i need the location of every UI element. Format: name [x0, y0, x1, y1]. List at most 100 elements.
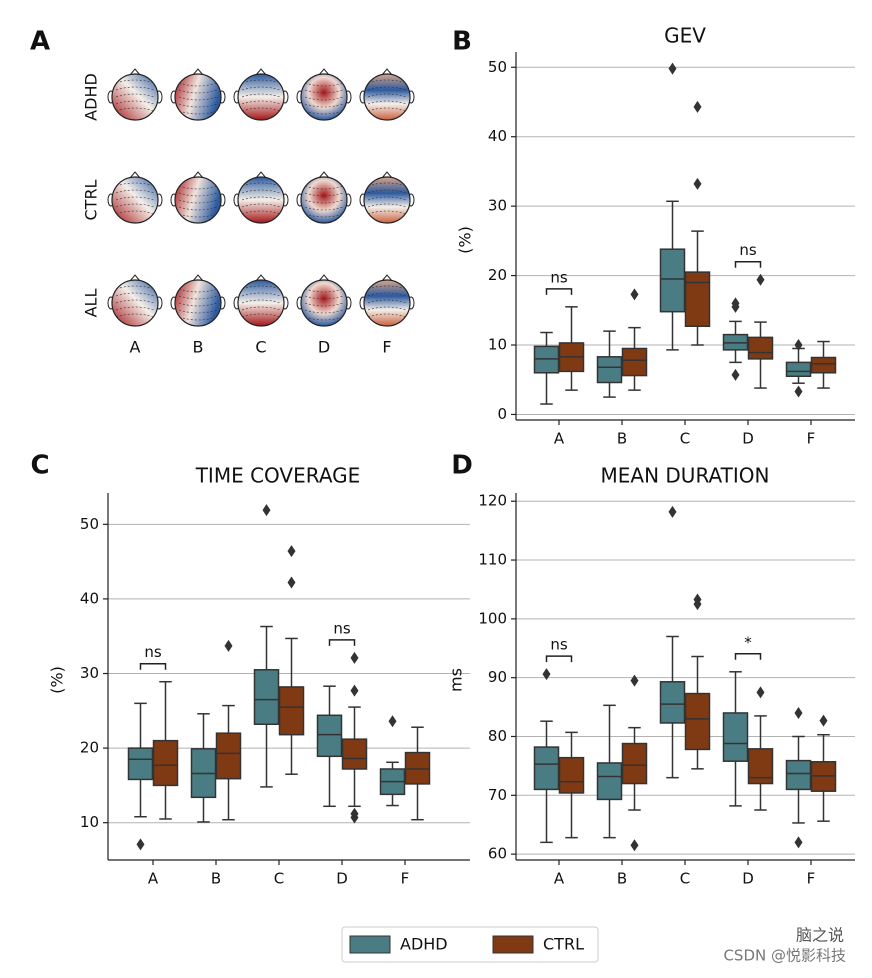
outlier	[350, 811, 359, 824]
outlier	[693, 177, 702, 190]
significance-bracket	[734, 260, 762, 268]
panel-letter: D	[451, 451, 473, 481]
box	[747, 336, 774, 360]
y-tick-label: 20	[80, 739, 99, 757]
head-outline	[192, 68, 204, 76]
x-tick-label: F	[401, 870, 410, 888]
y-tick-label: 0	[497, 405, 507, 423]
x-tick-label: B	[617, 870, 627, 888]
outlier	[388, 715, 397, 728]
x-tick-label: A	[554, 430, 565, 448]
significance-label: ns	[739, 241, 757, 259]
outlier	[630, 674, 639, 687]
head-outline	[381, 274, 393, 282]
y-tick-label: 50	[488, 58, 507, 76]
outlier	[287, 576, 296, 589]
column-label: A	[130, 338, 141, 357]
x-tick-label: A	[148, 870, 159, 888]
significance-label: ns	[333, 619, 351, 637]
chart-title: GEV	[664, 24, 706, 48]
y-tick-label: 30	[488, 197, 507, 215]
outlier	[756, 273, 765, 286]
legend-swatch	[349, 935, 391, 954]
box	[215, 732, 242, 780]
box	[621, 742, 648, 785]
row-label: ADHD	[82, 73, 101, 121]
box	[684, 692, 711, 751]
x-tick-label: C	[274, 870, 284, 888]
outlier	[350, 651, 359, 664]
x-tick-label: D	[742, 870, 754, 888]
box	[659, 681, 686, 724]
y-tick-label: 80	[488, 727, 507, 745]
outlier	[287, 545, 296, 558]
y-tick-label: 110	[478, 551, 507, 569]
topomap	[300, 73, 348, 121]
x-tick-label: B	[211, 870, 221, 888]
row-label: CTRL	[82, 179, 101, 220]
row-label: ALL	[82, 289, 101, 318]
significance-label: *	[744, 633, 752, 651]
y-tick-label: 10	[80, 813, 99, 831]
outlier	[262, 504, 271, 517]
y-tick-label: 40	[488, 127, 507, 145]
y-tick-label: 60	[488, 845, 507, 863]
outlier	[819, 714, 828, 727]
significance-label: ns	[550, 268, 568, 286]
outlier	[136, 838, 145, 851]
topomap	[111, 279, 159, 327]
outlier	[224, 639, 233, 652]
head-outline	[318, 171, 330, 179]
panel-letter: B	[452, 27, 472, 57]
panel-letter: C	[30, 451, 49, 481]
head-outline	[192, 171, 204, 179]
significance-bracket	[545, 655, 573, 663]
topomap	[111, 73, 159, 121]
outlier	[693, 598, 702, 611]
outlier	[693, 100, 702, 113]
significance-bracket	[328, 639, 356, 646]
topomap	[174, 73, 222, 121]
column-label: D	[318, 338, 330, 357]
y-tick-label: 30	[80, 664, 99, 682]
y-tick-label: 90	[488, 668, 507, 686]
outlier	[756, 686, 765, 699]
outlier	[794, 836, 803, 849]
topomap	[363, 73, 411, 121]
x-tick-label: A	[554, 870, 565, 888]
box	[316, 714, 343, 758]
chart-title: TIME COVERAGE	[195, 464, 361, 488]
box	[621, 347, 648, 377]
box	[127, 747, 154, 781]
topomap	[300, 279, 348, 327]
y-tick-label: 10	[488, 336, 507, 354]
y-axis-label: (%)	[48, 666, 67, 694]
head-outline	[381, 171, 393, 179]
outlier	[794, 706, 803, 719]
box	[596, 356, 623, 384]
outlier	[731, 368, 740, 381]
legend-frame	[341, 926, 599, 963]
box	[659, 248, 686, 313]
column-label: C	[255, 338, 266, 357]
box	[533, 746, 560, 791]
x-tick-label: B	[617, 430, 627, 448]
topomap	[111, 176, 159, 224]
head-outline	[192, 274, 204, 282]
y-tick-label: 50	[80, 515, 99, 533]
panel-letter: A	[30, 27, 50, 57]
topomap	[363, 279, 411, 327]
box	[341, 738, 368, 770]
significance-bracket	[734, 653, 762, 660]
watermark: CSDN @悦影科技	[723, 947, 846, 965]
head-outline	[129, 68, 141, 76]
outlier	[350, 684, 359, 697]
significance-bracket	[545, 288, 573, 295]
y-axis-label: ms	[447, 668, 466, 692]
topomap	[237, 73, 285, 121]
head-outline	[318, 274, 330, 282]
head-outline	[129, 274, 141, 282]
box	[785, 361, 812, 378]
watermark: 脑之说	[796, 926, 844, 945]
significance-label: ns	[550, 636, 568, 654]
